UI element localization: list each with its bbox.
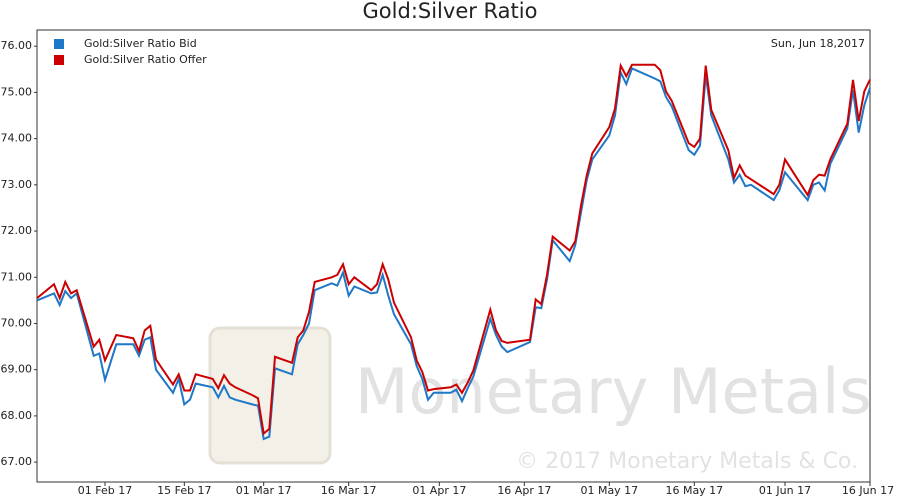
x-tick-label: 15 Feb 17 (157, 484, 211, 497)
y-tick-label: 70.00 (1, 316, 33, 329)
x-tick-label: 16 Mar 17 (321, 484, 377, 497)
x-tick-label: 01 Feb 17 (78, 484, 132, 497)
y-tick-label: 73.00 (1, 178, 33, 191)
watermark-logo (208, 326, 332, 465)
y-tick-label: 67.00 (1, 455, 33, 468)
plot-frame (36, 29, 871, 483)
legend-swatch (54, 39, 64, 49)
legend-swatch (54, 55, 64, 65)
watermark: Monetary Metals (355, 355, 872, 428)
x-tick-label: 01 Apr 17 (412, 484, 466, 497)
series-line (36, 62, 871, 436)
y-tick-label: 72.00 (1, 224, 33, 237)
y-tick-label: 74.00 (1, 132, 33, 145)
y-tick-label: 75.00 (1, 85, 33, 98)
x-tick-label: 01 May 17 (580, 484, 638, 497)
chart-title: Gold:Silver Ratio (363, 0, 538, 23)
annotation: Sun, Jun 18,2017 (771, 37, 865, 50)
x-tick-label: 01 Mar 17 (236, 484, 292, 497)
x-tick-label: 16 Apr 17 (497, 484, 551, 497)
x-tick-label: 16 May 17 (665, 484, 723, 497)
x-tick-label: 01 Jun 17 (759, 484, 811, 497)
series-line (36, 67, 871, 441)
legend-label: Gold:Silver Ratio Offer (84, 53, 207, 66)
y-tick-label: 76.00 (1, 39, 33, 52)
legend-label: Gold:Silver Ratio Bid (84, 37, 197, 50)
y-tick-label: 69.00 (1, 363, 33, 376)
copyright: © 2017 Monetary Metals & Co. (516, 449, 858, 474)
y-tick-label: 68.00 (1, 409, 33, 422)
y-tick-label: 71.00 (1, 270, 33, 283)
x-tick-label: 16 Jun 17 (842, 484, 894, 497)
